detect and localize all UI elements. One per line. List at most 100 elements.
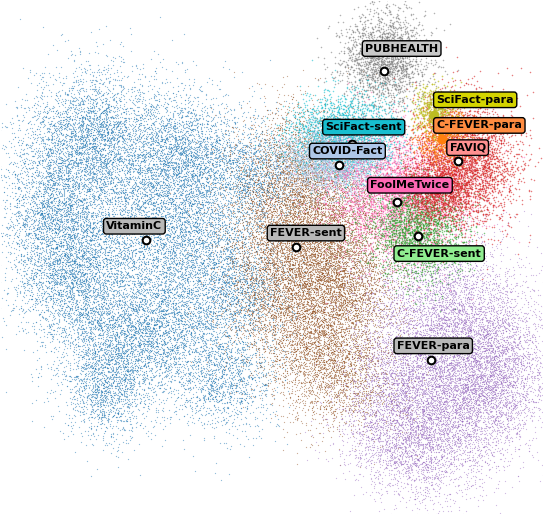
Point	[157, 270, 165, 278]
Point	[369, 258, 377, 266]
Point	[524, 336, 532, 344]
Point	[294, 201, 302, 209]
Point	[43, 109, 52, 117]
Point	[461, 168, 470, 176]
Point	[90, 136, 99, 144]
Point	[471, 142, 480, 150]
Point	[232, 146, 241, 154]
Point	[497, 423, 506, 431]
Point	[278, 308, 287, 317]
Point	[180, 302, 188, 310]
Point	[299, 245, 308, 253]
Point	[156, 384, 165, 392]
Point	[265, 116, 274, 124]
Point	[262, 113, 271, 121]
Point	[410, 368, 419, 376]
Point	[425, 228, 434, 236]
Point	[31, 204, 39, 212]
Point	[481, 187, 490, 195]
Point	[357, 168, 366, 176]
Point	[451, 361, 460, 369]
Point	[323, 373, 332, 381]
Point	[259, 286, 268, 295]
Point	[232, 281, 241, 289]
Point	[413, 223, 422, 231]
Point	[445, 458, 454, 467]
Point	[263, 191, 272, 199]
Point	[325, 293, 334, 302]
Point	[417, 385, 426, 393]
Point	[399, 424, 407, 432]
Point	[66, 156, 74, 164]
Point	[356, 207, 365, 215]
Point	[209, 277, 217, 285]
Point	[199, 236, 208, 245]
Point	[311, 155, 320, 163]
Point	[70, 259, 79, 267]
Point	[390, 412, 399, 420]
Point	[400, 301, 408, 309]
Point	[363, 318, 371, 326]
Point	[533, 390, 542, 398]
Point	[344, 172, 353, 180]
Point	[110, 144, 118, 152]
Point	[175, 204, 184, 212]
Point	[457, 204, 466, 212]
Point	[295, 228, 304, 236]
Point	[401, 453, 410, 462]
Point	[300, 225, 309, 233]
Point	[468, 299, 477, 307]
Point	[258, 207, 267, 215]
Point	[449, 259, 458, 267]
Point	[257, 295, 265, 303]
Point	[244, 179, 252, 188]
Point	[411, 218, 420, 226]
Point	[258, 372, 267, 380]
Point	[339, 122, 347, 131]
Point	[189, 361, 198, 370]
Point	[420, 290, 429, 299]
Point	[73, 268, 82, 277]
Point	[365, 196, 374, 205]
Point	[84, 281, 93, 289]
Point	[329, 408, 337, 416]
Point	[135, 342, 144, 350]
Point	[470, 426, 479, 434]
Point	[289, 309, 298, 317]
Point	[464, 136, 473, 144]
Point	[389, 77, 397, 85]
Point	[400, 353, 409, 361]
Point	[365, 241, 373, 249]
Point	[306, 251, 314, 259]
Point	[139, 409, 147, 417]
Point	[260, 185, 269, 193]
Point	[335, 122, 344, 131]
Point	[72, 300, 81, 308]
Point	[437, 155, 446, 163]
Point	[203, 215, 211, 224]
Point	[364, 49, 373, 57]
Point	[171, 147, 180, 155]
Point	[373, 198, 382, 206]
Point	[515, 323, 524, 331]
Point	[367, 0, 376, 6]
Point	[177, 213, 186, 221]
Point	[93, 178, 102, 187]
Point	[139, 207, 148, 215]
Point	[87, 324, 96, 332]
Point	[245, 165, 253, 173]
Point	[316, 313, 324, 321]
Point	[310, 261, 318, 269]
Point	[232, 387, 241, 395]
Point	[429, 106, 438, 114]
Point	[335, 192, 344, 200]
Point	[61, 204, 69, 212]
Point	[278, 226, 287, 234]
Point	[49, 181, 57, 189]
Point	[411, 78, 419, 86]
Point	[299, 266, 307, 274]
Point	[140, 252, 149, 260]
Point	[463, 222, 472, 230]
Point	[405, 252, 413, 260]
Point	[454, 410, 463, 418]
